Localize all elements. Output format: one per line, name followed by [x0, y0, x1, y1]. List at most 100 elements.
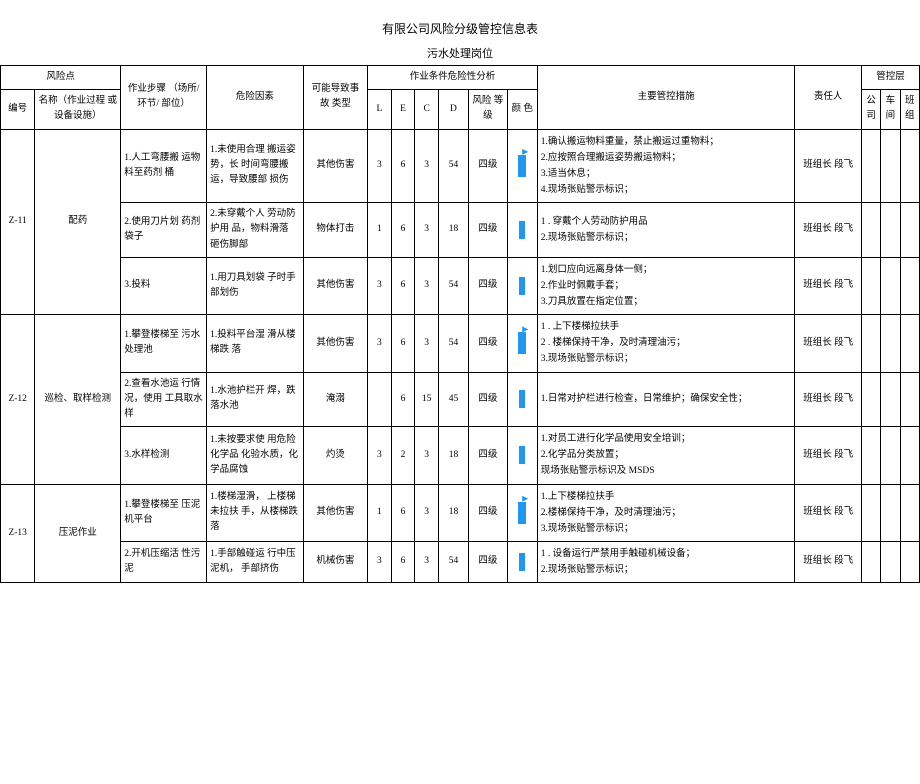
cell-color [507, 257, 537, 314]
cell-level: 四级 [469, 541, 508, 582]
cell-step: 1.人工弯腰搬 运物料至药剂 桶 [121, 129, 207, 203]
cell-step: 3.水样检测 [121, 427, 207, 484]
cell-color [507, 129, 537, 203]
cell-name: 配药 [35, 129, 121, 315]
cell-workshop [881, 315, 900, 372]
risk-color-icon [518, 155, 526, 177]
risk-table: 风险点 作业步骤 （场所/环节/ 部位） 危险因素 可能导致事 故 类型 作业条… [0, 65, 920, 583]
doc-title: 有限公司风险分级管控信息表 [0, 20, 920, 37]
cell-team [900, 315, 919, 372]
risk-color-icon [519, 446, 525, 464]
cell-color [507, 315, 537, 372]
cell-measures: 1.上下楼梯拉扶手2.楼梯保持干净，及时清理油污；3.现场张贴警示标识； [537, 484, 795, 541]
cell-hazard: 1.水池护栏开 焊，跌落水池 [207, 372, 304, 427]
cell-resp: 班组长 段飞 [795, 257, 862, 314]
cell-E: 6 [391, 257, 415, 314]
risk-color-icon [518, 332, 526, 354]
th-hazard: 危险因素 [207, 66, 304, 130]
cell-C: 3 [415, 203, 439, 258]
cell-workshop [881, 257, 900, 314]
cell-workshop [881, 129, 900, 203]
cell-company [861, 484, 880, 541]
cell-company [861, 257, 880, 314]
cell-D: 54 [438, 541, 468, 582]
cell-level: 四级 [469, 257, 508, 314]
cell-level: 四级 [469, 427, 508, 484]
th-serial: 编号 [1, 90, 35, 129]
cell-company [861, 203, 880, 258]
th-level: 风险 等 级 [469, 90, 508, 129]
cell-hazard: 1.手部触碰运 行中压泥机， 手部挤伤 [207, 541, 304, 582]
cell-resp: 班组长 段飞 [795, 372, 862, 427]
th-L: L [368, 90, 392, 129]
cell-company [861, 541, 880, 582]
cell-hazard: 1.投料平台湿 滑从楼梯跌 落 [207, 315, 304, 372]
cell-C: 3 [415, 257, 439, 314]
cell-name: 巡检、取样检测 [35, 315, 121, 484]
th-step: 作业步骤 （场所/环节/ 部位） [121, 66, 207, 130]
table-row: 2.查看水池运 行情况，使用 工具取水样1.水池护栏开 焊，跌落水池淹溺6154… [1, 372, 920, 427]
cell-measures: 1.确认搬运物料重量，禁止搬运过重物料；2.应按照合理搬运姿势搬运物料；3.适当… [537, 129, 795, 203]
cell-hazard: 1.用刀具划袋 子时手部划伤 [207, 257, 304, 314]
cell-C: 3 [415, 427, 439, 484]
table-row: 2.开机压缩活 性污泥1.手部触碰运 行中压泥机， 手部挤伤机械伤害36354四… [1, 541, 920, 582]
cell-L: 3 [368, 315, 392, 372]
cell-measures: 1 . 设备运行严禁用手触碰机械设备；2.现场张贴警示标识； [537, 541, 795, 582]
cell-resp: 班组长 段飞 [795, 203, 862, 258]
risk-color-icon [519, 221, 525, 239]
cell-C: 3 [415, 129, 439, 203]
th-team: 班 组 [900, 90, 919, 129]
cell-color [507, 427, 537, 484]
cell-name: 压泥作业 [35, 484, 121, 583]
risk-color-icon [519, 390, 525, 408]
th-risk-point: 风险点 [1, 66, 121, 90]
cell-L: 1 [368, 484, 392, 541]
cell-hazard: 1.未使用合理 搬运姿势，长 时间弯腰搬 运，导致腰部 损伤 [207, 129, 304, 203]
cell-workshop [881, 484, 900, 541]
cell-level: 四级 [469, 129, 508, 203]
cell-measures: 1.对员工进行化学品使用安全培训；2.化学品分类放置；现场张贴警示标识及 MSD… [537, 427, 795, 484]
risk-color-icon [518, 502, 526, 524]
th-C: C [415, 90, 439, 129]
doc-subtitle: 污水处理岗位 [0, 45, 920, 61]
cell-measures: 1.划口应向远离身体一侧；2.作业时佩戴手套；3.刀具放置在指定位置； [537, 257, 795, 314]
cell-L [368, 372, 392, 427]
cell-hazard: 1.未按要求使 用危险化学品 化验水质，化 学品腐蚀 [207, 427, 304, 484]
cell-level: 四级 [469, 484, 508, 541]
cell-color [507, 541, 537, 582]
cell-resp: 班组长 段飞 [795, 315, 862, 372]
cell-L: 3 [368, 427, 392, 484]
cell-workshop [881, 203, 900, 258]
cell-workshop [881, 372, 900, 427]
cell-measures: 1 . 上下楼梯拉扶手2 . 楼梯保持干净，及时清理油污；3.现场张贴警示标识； [537, 315, 795, 372]
cell-D: 54 [438, 257, 468, 314]
cell-type: 机械伤害 [303, 541, 367, 582]
cell-workshop [881, 541, 900, 582]
cell-team [900, 427, 919, 484]
cell-step: 1.攀登楼梯至 压泥机平台 [121, 484, 207, 541]
cell-step: 2.使用刀片划 药剂袋子 [121, 203, 207, 258]
cell-resp: 班组长 段飞 [795, 427, 862, 484]
th-company: 公 司 [861, 90, 880, 129]
th-workshop: 车 间 [881, 90, 900, 129]
cell-company [861, 129, 880, 203]
cell-type: 其他伤害 [303, 129, 367, 203]
cell-company [861, 427, 880, 484]
risk-color-icon [519, 553, 525, 571]
cell-E: 2 [391, 427, 415, 484]
cell-L: 3 [368, 541, 392, 582]
th-D: D [438, 90, 468, 129]
cell-level: 四级 [469, 315, 508, 372]
cell-C: 3 [415, 541, 439, 582]
cell-D: 18 [438, 203, 468, 258]
th-control-level: 管控层 [861, 66, 919, 90]
cell-L: 3 [368, 257, 392, 314]
cell-E: 6 [391, 484, 415, 541]
cell-type: 其他伤害 [303, 484, 367, 541]
cell-company [861, 315, 880, 372]
cell-E: 6 [391, 372, 415, 427]
cell-resp: 班组长 段飞 [795, 129, 862, 203]
th-name: 名称（作业过程 或 设备设施） [35, 90, 121, 129]
cell-team [900, 257, 919, 314]
cell-D: 54 [438, 315, 468, 372]
